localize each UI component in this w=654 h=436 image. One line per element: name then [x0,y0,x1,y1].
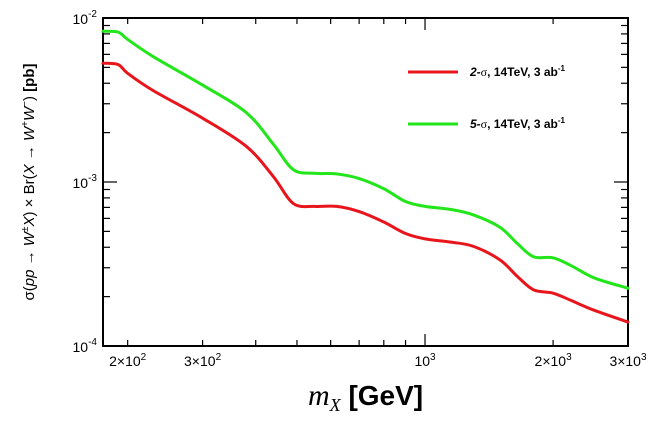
legend-label-5sigma: 5-σ, 14TeV, 3 ab-1 [470,116,566,131]
x-axis-title: mX [GeV] [308,379,423,415]
x-tick-label: 2×103 [535,352,573,369]
x-tick-label: 103 [414,352,436,369]
y-tick-label: 10-2 [73,9,98,27]
x-tick-label: 3×103 [609,352,647,369]
x-tick-labels: 2×102 3×102 103 2×103 3×103 [109,352,647,369]
y-tick-label: 10-3 [73,173,98,191]
series-line-5sigma [101,29,630,290]
series-layer [101,29,630,324]
legend-item-2sigma: 2-σ, 14TeV, 3 ab-1 [408,64,566,79]
legend-label-2sigma: 2-σ, 14TeV, 3 ab-1 [469,64,566,79]
tick-marks [103,17,629,347]
y-tick-labels: 10-4 10-3 10-2 [73,9,98,355]
y-tick-label: 10-4 [73,337,98,355]
y-axis-title: σ(pp → W±X) × Br(X → W+W−) [pb] [20,64,38,301]
series-line-2sigma [101,61,630,324]
legend-item-5sigma: 5-σ, 14TeV, 3 ab-1 [408,116,566,131]
legend: 2-σ, 14TeV, 3 ab-1 5-σ, 14TeV, 3 ab-1 [408,64,566,131]
x-tick-label: 2×102 [109,352,147,369]
x-tick-label: 3×102 [184,352,222,369]
